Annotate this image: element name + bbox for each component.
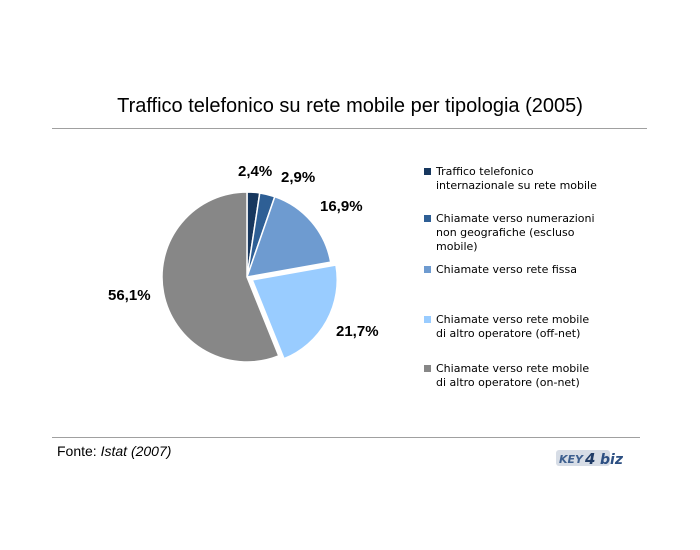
- legend-label-3: Chiamate verso rete fissa: [436, 263, 577, 276]
- source-reference: Istat (2007): [100, 443, 172, 459]
- pie-slice-5: [161, 191, 280, 363]
- legend-swatch-3: [424, 266, 431, 273]
- key4biz-logo: KEY 4 biz: [556, 450, 624, 468]
- source-note: Fonte: Istat (2007): [57, 443, 171, 459]
- pie-slice-4: [251, 264, 338, 360]
- legend-label-1: Traffico telefonico internazionale su re…: [436, 165, 597, 192]
- legend-label-2: Chiamate verso numerazioni non geografic…: [436, 212, 595, 253]
- legend-swatch-2: [424, 215, 431, 222]
- slice-label-2: 2,9%: [281, 169, 315, 186]
- svg-text:KEY: KEY: [559, 453, 584, 466]
- footer-divider: [52, 437, 640, 438]
- pie-slice-3: [245, 195, 332, 278]
- slice-label-3: 16,9%: [320, 198, 363, 215]
- slice-label-1: 2,4%: [238, 163, 272, 180]
- title-divider: [52, 128, 647, 129]
- source-label: Fonte:: [57, 443, 101, 459]
- chart-title: Traffico telefonico su rete mobile per t…: [117, 95, 583, 117]
- svg-text:biz: biz: [600, 452, 624, 468]
- svg-text:4: 4: [584, 450, 595, 468]
- slice-label-5: 56,1%: [108, 287, 151, 304]
- slice-label-4: 21,7%: [336, 323, 379, 340]
- legend-swatch-5: [424, 365, 431, 372]
- legend-swatch-4: [424, 316, 431, 323]
- legend-swatch-1: [424, 168, 431, 175]
- legend-label-5: Chiamate verso rete mobile di altro oper…: [436, 362, 590, 389]
- legend-label-4: Chiamate verso rete mobile di altro oper…: [436, 313, 590, 340]
